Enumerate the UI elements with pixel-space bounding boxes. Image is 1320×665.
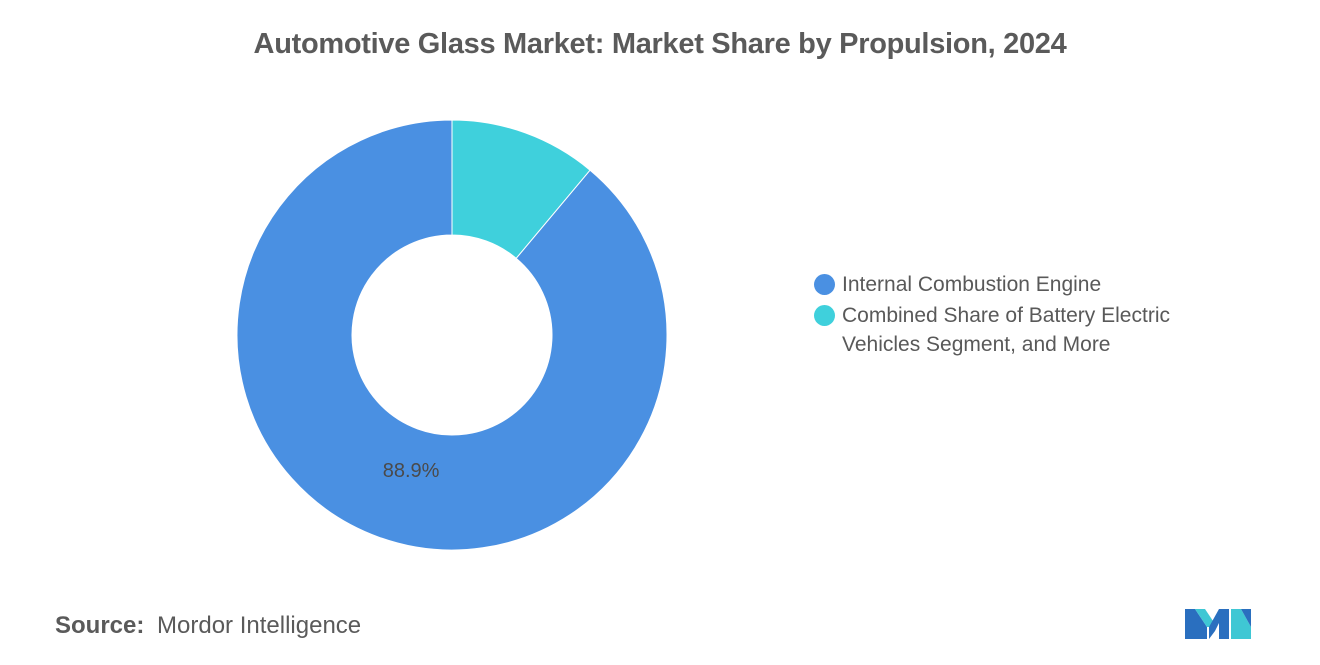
legend-swatch-bev [814, 305, 835, 326]
source-note: Source: Mordor Intelligence [55, 612, 361, 640]
chart-legend: Internal Combustion Engine Combined Shar… [814, 270, 1234, 361]
chart-title: Automotive Glass Market: Market Share by… [253, 28, 1067, 60]
legend-swatch-ice [814, 274, 835, 295]
legend-item-bev: Combined Share of Battery Electric Vehic… [814, 301, 1234, 359]
mordor-intelligence-logo-icon [1185, 609, 1251, 639]
legend-label-bev: Combined Share of Battery Electric Vehic… [842, 304, 1170, 356]
source-label: Source: [55, 612, 145, 639]
donut-slice-0 [236, 119, 668, 551]
legend-item-ice: Internal Combustion Engine [814, 270, 1234, 299]
donut-data-label-0: 88.9% [383, 460, 440, 482]
source-value: Mordor Intelligence [157, 612, 362, 639]
legend-label-ice: Internal Combustion Engine [842, 273, 1102, 296]
